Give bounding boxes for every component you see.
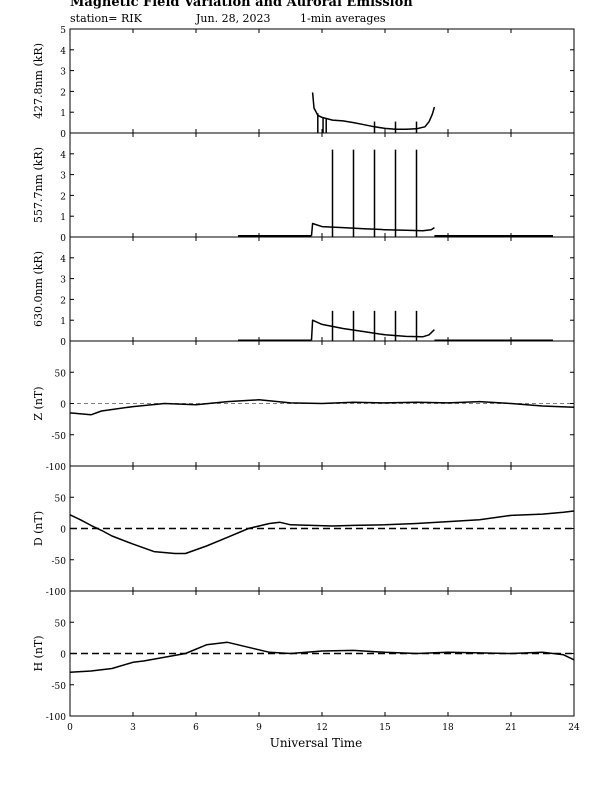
panel-3: 0 1 2 3 4 630.0nm (kR) <box>32 236 575 348</box>
y-tick-label: -100 <box>46 463 66 473</box>
data-series-line <box>69 399 575 416</box>
panel-frame <box>69 236 575 342</box>
y-tick-label: 50 <box>55 619 67 629</box>
y-tick-label: 3 <box>60 68 66 78</box>
y-tick-label: 0 <box>60 651 66 661</box>
y-tick-label: 0 <box>60 130 66 140</box>
y-tick-label: -100 <box>46 713 66 723</box>
y-tick-label: 1 <box>60 317 66 327</box>
y-axis-label: 427.8nm (kR) <box>32 43 45 119</box>
panel-4: -100 -50 0 50 Z (nT) <box>32 340 575 473</box>
y-tick-label: -50 <box>52 682 67 692</box>
panel-6: -100 -50 0 50 H (nT) 0 3 6 9 12 15 18 21 24 Universal … <box>32 590 580 750</box>
date-label: Jun. 28, 2023 <box>196 12 271 25</box>
x-tick-label: 12 <box>316 723 327 733</box>
x-tick-label: 0 <box>67 723 73 733</box>
y-tick-label: 2 <box>60 88 66 98</box>
panel-2: 0 1 2 3 4 557.7nm (kR) <box>32 132 575 244</box>
y-tick-label: -50 <box>52 432 67 442</box>
x-tick-label: 21 <box>505 723 516 733</box>
y-tick-label: -50 <box>52 557 67 567</box>
station-label: station= RIK <box>70 12 142 25</box>
averaging-label: 1-min averages <box>300 12 386 25</box>
x-tick-label: 3 <box>130 723 136 733</box>
y-tick-label: 0 <box>60 338 66 348</box>
panel-5: -100 -50 0 50 D (nT) <box>32 465 575 598</box>
y-tick-label: 1 <box>60 109 66 119</box>
panel-1: 0 1 2 3 4 5 427.8nm (kR) <box>32 26 575 140</box>
y-tick-label: 50 <box>55 494 67 504</box>
x-tick-label: 15 <box>379 723 391 733</box>
y-tick-label: 0 <box>60 401 66 411</box>
y-tick-label: 3 <box>60 276 66 286</box>
data-series-line <box>69 641 575 674</box>
y-tick-label: -100 <box>46 588 66 598</box>
y-tick-label: 2 <box>60 192 66 202</box>
y-tick-label: 0 <box>60 526 66 536</box>
x-axis-label: Universal Time <box>270 736 363 750</box>
y-tick-label: 1 <box>60 213 66 223</box>
x-tick-label: 6 <box>193 723 199 733</box>
y-axis-label: H (nT) <box>32 635 45 671</box>
x-tick-label: 24 <box>568 723 580 733</box>
y-axis-label: 557.7nm (kR) <box>32 147 45 223</box>
data-series-line <box>69 510 575 555</box>
y-axis-label: Z (nT) <box>32 386 45 420</box>
y-tick-label: 50 <box>55 369 67 379</box>
y-tick-label: 4 <box>60 255 66 265</box>
chart-title: Magnetic Field Variation and Auroral Emi… <box>70 0 413 10</box>
y-tick-label: 4 <box>60 47 66 57</box>
y-tick-label: 4 <box>60 151 66 161</box>
y-tick-label: 0 <box>60 234 66 244</box>
panel-frame <box>69 465 575 592</box>
y-tick-label: 5 <box>60 26 66 36</box>
y-tick-label: 2 <box>60 296 66 306</box>
y-tick-label: 3 <box>60 172 66 182</box>
y-axis-label: D (nT) <box>32 511 45 546</box>
x-tick-label: 18 <box>442 723 454 733</box>
y-axis-label: 630.0nm (kR) <box>32 251 45 327</box>
panel-frame <box>69 132 575 238</box>
x-tick-label: 9 <box>256 723 262 733</box>
